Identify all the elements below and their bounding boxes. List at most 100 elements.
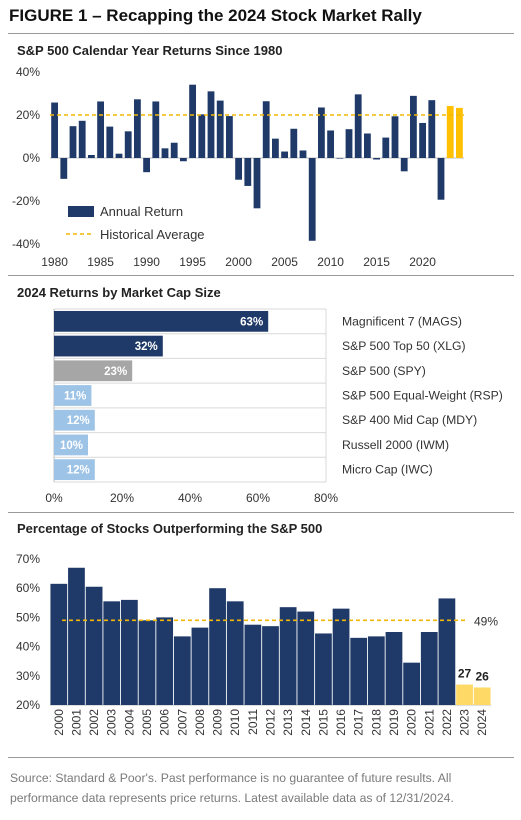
x-tick-label: 2005: [271, 255, 298, 269]
bar-2010: [327, 130, 335, 158]
x-tick-label: 2006: [158, 709, 172, 736]
bar-1990: [143, 158, 151, 173]
bar-2022: [437, 158, 445, 200]
bar-2021: [428, 100, 436, 158]
x-tick-label: 2015: [363, 255, 390, 269]
bar-1989: [133, 99, 141, 158]
bar-6: [54, 459, 95, 481]
bar-2017: [350, 637, 368, 705]
x-tick-label: 2004: [122, 709, 136, 736]
bar-2002: [253, 158, 261, 209]
bar-1997: [207, 91, 215, 158]
bar-2015: [373, 158, 381, 160]
x-tick-label: 2022: [440, 709, 454, 736]
bar-2014: [297, 611, 315, 705]
x-tick-label: 2011: [246, 709, 260, 735]
bar-1992: [161, 148, 169, 158]
y-tick-label: 40%: [16, 65, 40, 79]
footnote: Source: Standard & Poor's. Past performa…: [10, 771, 454, 805]
x-tick-label: 2000: [52, 709, 66, 736]
bar-2018: [367, 636, 385, 705]
bar-value-label: 12%: [67, 415, 90, 427]
bar-1983: [78, 120, 86, 158]
y-tick-label: -40%: [12, 237, 40, 251]
x-tick-label: 40%: [178, 491, 202, 505]
bar-value-label: 32%: [135, 341, 158, 353]
bar-2018: [400, 158, 408, 172]
category-label: S&P 500 Top 50 (XLG): [342, 339, 466, 353]
x-tick-label: 20%: [110, 491, 134, 505]
bar-4: [54, 409, 95, 431]
category-label: S&P 400 Mid Cap (MDY): [342, 413, 477, 427]
x-tick-label: 2013: [281, 709, 295, 736]
bar-1984: [87, 154, 95, 158]
bar-2013: [279, 607, 297, 705]
x-tick-label: 2009: [211, 709, 225, 736]
outperforming-stocks-chart: 20% 30% 40% 50% 60% 70% 2000 2001 2002 2003 2004 20…: [16, 552, 498, 736]
bar-value-label: 63%: [240, 316, 263, 328]
chart1-rule: [8, 275, 514, 276]
y-tick-label: -20%: [12, 194, 40, 208]
bar-2020: [403, 662, 420, 705]
bar-2007: [173, 636, 191, 705]
bar-value-label: 11%: [64, 391, 86, 403]
bar-2024: [473, 687, 491, 705]
bar-2002: [85, 586, 103, 705]
x-tick-label: 60%: [246, 491, 270, 505]
bar-2009: [317, 107, 325, 158]
x-tick-label: 2010: [228, 709, 242, 736]
category-label: Russell 2000 (IWM): [342, 438, 449, 452]
y-tick-label: 30%: [16, 669, 40, 683]
bar-value-label: 10%: [60, 440, 83, 452]
x-tick-label: 2020: [409, 255, 436, 269]
bar-1985: [97, 101, 105, 158]
bar-2017: [391, 116, 399, 158]
x-tick-label: 2000: [225, 255, 252, 269]
bar-2007: [299, 150, 307, 158]
x-tick-label: 2007: [175, 709, 189, 736]
x-tick-label: 2008: [193, 709, 207, 736]
x-tick-label: 2001: [69, 709, 83, 736]
bar-2020: [419, 122, 427, 158]
bar-2005: [138, 620, 156, 705]
bar-2001: [68, 567, 85, 705]
bar-2012: [345, 129, 353, 158]
y-tick-label: 20%: [16, 698, 40, 712]
market-cap-returns-chart: 63% Magnificent 7 (MAGS) 32% S&P 500 Top 50…: [45, 308, 503, 505]
bar-2011: [244, 624, 262, 705]
x-tick-label: 2020: [405, 709, 419, 736]
y-tick-label: 70%: [16, 552, 40, 566]
x-tick-label: 1990: [133, 255, 160, 269]
figure-title: FIGURE 1 – Recapping the 2024 Stock Mark…: [9, 6, 422, 25]
x-tick-label: 2012: [264, 709, 278, 736]
x-tick-label: 2003: [105, 709, 119, 736]
bar-0: [54, 310, 269, 332]
bar-2023: [446, 105, 454, 158]
bar-1991: [152, 101, 160, 158]
bar-2016: [382, 137, 390, 158]
category-label: S&P 500 Equal-Weight (RSP): [342, 389, 503, 403]
bar-5: [54, 434, 88, 456]
chart1-title: S&P 500 Calendar Year Returns Since 1980: [17, 43, 283, 58]
x-tick-label: 80%: [314, 491, 338, 505]
bar-1988: [124, 131, 132, 158]
legend-annual-return-label: Annual Return: [100, 204, 183, 219]
x-tick-label: 1980: [41, 255, 68, 269]
y-tick-label: 60%: [16, 581, 40, 595]
x-tick-label: 2002: [87, 709, 101, 736]
bar-1999: [225, 116, 233, 158]
title-rule: [8, 33, 514, 34]
bar-2009: [209, 588, 226, 705]
bar-2006: [290, 128, 298, 158]
bar-3: [54, 385, 92, 406]
bar-2011: [336, 158, 344, 159]
bar-2: [54, 360, 133, 382]
bar-2005: [281, 151, 289, 158]
y-tick-label: 20%: [16, 108, 40, 122]
y-tick-label: 50%: [16, 610, 40, 624]
x-tick-label: 2019: [387, 709, 401, 736]
bar-2022: [438, 598, 456, 705]
x-tick-label: 2005: [140, 709, 154, 736]
bar-1996: [198, 114, 206, 158]
y-tick-label: 0%: [23, 151, 41, 165]
